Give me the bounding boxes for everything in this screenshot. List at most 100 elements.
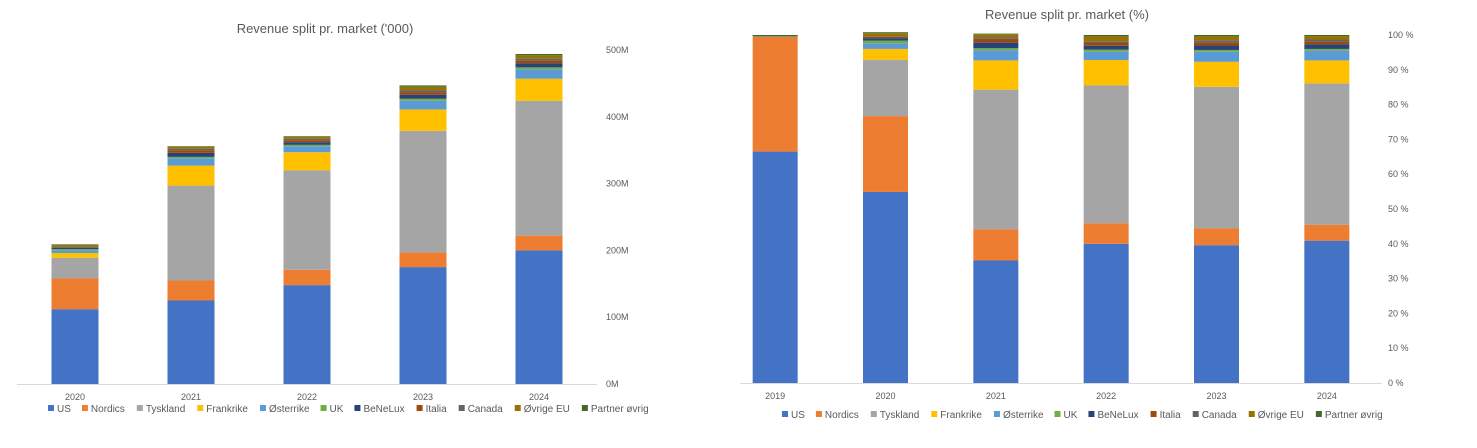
bar-segment-nordics-2022: [283, 269, 331, 286]
bar-segment-partner-ovrig-2020: [863, 32, 908, 34]
legend-label: Nordics: [91, 404, 125, 415]
legend-item-canada: Canada: [458, 404, 503, 415]
bar-segment-frankrike-2023: [1194, 61, 1239, 87]
y-tick-label: 60 %: [1388, 169, 1409, 179]
legend-swatch: [1088, 411, 1095, 417]
bar-segment-osterrike-2024: [1304, 50, 1350, 61]
legend-item-benelux: BeNeLux: [354, 404, 405, 415]
legend-label: Nordics: [825, 410, 859, 421]
legend-item-partner-ovrig: Partner øvrig: [1315, 410, 1383, 421]
legend-item-us: US: [48, 404, 71, 415]
legend-label: Frankrike: [206, 404, 248, 415]
chart-percent-svg: Revenue split pr. market (%) 0 % 10 % 20 % 3…: [720, 7, 1414, 421]
y-tick-label: 200M: [606, 245, 629, 255]
legend-item-benelux: BeNeLux: [1088, 410, 1139, 421]
bar-segment-frankrike-2022: [283, 152, 331, 171]
legend-swatch: [259, 405, 266, 411]
legend-label: Tyskland: [880, 410, 919, 421]
x-tick-label-2019: 2019: [765, 391, 785, 401]
legend-swatch: [1315, 411, 1322, 417]
bar-segment-canada-2024: [515, 58, 563, 61]
bar-segment-italia-2020: [863, 36, 908, 39]
bar-segment-partner-ovrig-2021: [973, 33, 1019, 35]
bar-segment-italia-2020: [51, 247, 99, 248]
bar-segment-benelux-2024: [515, 63, 563, 68]
bar-segment-tyskland-2021: [973, 89, 1019, 230]
bar-segment-benelux-2023: [399, 94, 447, 99]
y-tick-label: 70 %: [1388, 134, 1409, 144]
bar-segment-nordics-2024: [1304, 224, 1350, 241]
y-tick-label: 90 %: [1388, 65, 1409, 75]
bar-segment-osterrike-2023: [399, 100, 447, 110]
legend-item-frankrike: Frankrike: [197, 404, 248, 415]
bar-segment-us-2019: [752, 151, 798, 383]
bar-segment-tyskland-2023: [1194, 86, 1239, 229]
legend-swatch: [136, 405, 143, 411]
legend-swatch: [782, 411, 788, 417]
bar-segment-ovrige-eu-2022: [1083, 36, 1129, 42]
legend-item-uk: UK: [320, 404, 344, 415]
legend-item-tyskland: Tyskland: [870, 410, 919, 421]
bar-segment-uk-2021: [167, 156, 215, 159]
bar-segment-nordics-2020: [863, 116, 908, 192]
legend-swatch: [1192, 411, 1199, 417]
bar-segment-frankrike-2023: [399, 109, 447, 131]
legend-item-ovrige-eu: Øvrige EU: [1248, 410, 1304, 421]
bar-segment-frankrike-2020: [863, 48, 908, 60]
legend-swatch: [197, 405, 204, 411]
bar-segment-osterrike-2021: [973, 50, 1019, 61]
bar-segment-partner-ovrig-2021: [167, 146, 215, 147]
bar-segment-nordics-2020: [51, 278, 99, 310]
y-tick-label: 100M: [606, 312, 629, 322]
bar-segment-ovrige-eu-2020: [51, 245, 99, 247]
revenue-chart-absolute: Revenue split pr. market ('000) 0M 100M 200…: [0, 0, 740, 443]
y-tick-label: 500M: [606, 45, 629, 55]
bar-segment-canada-2022: [283, 138, 331, 141]
bar-segment-uk-2024: [515, 67, 563, 70]
bar-segment-partner-ovrig-2023: [399, 85, 447, 87]
legend-item-partner-ovrig: Partner øvrig: [581, 404, 649, 415]
bar-segment-benelux-2022: [1083, 45, 1129, 50]
legend-swatch: [1248, 411, 1255, 417]
bar-segment-us-2022: [1083, 243, 1129, 383]
legend-label: Italia: [426, 404, 448, 415]
bar-segment-benelux-2023: [1194, 45, 1239, 50]
legend-swatch: [1150, 411, 1157, 417]
bar-segment-osterrike-2022: [283, 146, 331, 153]
y-tick-label: 10 %: [1388, 343, 1409, 353]
legend-label: Frankrike: [940, 410, 982, 421]
bar-segment-uk-2023: [399, 98, 447, 101]
legend-label: Canada: [468, 404, 503, 415]
legend-swatch: [458, 405, 465, 411]
legend-swatch: [48, 405, 54, 411]
bar-segment-partner-ovrig-2020: [51, 244, 99, 246]
bar-segment-partner-ovrig-2022: [1083, 35, 1129, 37]
x-tick-label-2022: 2022: [1096, 391, 1116, 401]
bar-segment-benelux-2022: [283, 142, 331, 145]
legend-item-us: US: [782, 410, 805, 421]
legend-label: US: [57, 404, 71, 415]
bar-segment-benelux-2024: [1304, 44, 1350, 49]
legend-swatch: [81, 405, 88, 411]
bar-segment-frankrike-2020: [51, 253, 99, 258]
chart-title: Revenue split pr. market ('000): [237, 21, 414, 36]
bar-segment-canada-2024: [1304, 39, 1350, 42]
legend-label: Partner øvrig: [1325, 410, 1383, 421]
bar-segment-tyskland-2024: [515, 100, 563, 236]
bar-segment-uk-2021: [973, 48, 1019, 51]
bar-segment-nordics-2021: [167, 280, 215, 301]
bar-segment-canada-2020: [51, 246, 99, 248]
x-tick-label-2020: 2020: [875, 391, 895, 401]
bar-segment-canada-2022: [1083, 41, 1129, 44]
bar-segment-tyskland-2021: [167, 185, 215, 281]
legend-item-italia: Italia: [1150, 410, 1181, 421]
y-tick-label: 20 %: [1388, 308, 1409, 318]
y-tick-label: 40 %: [1388, 239, 1409, 249]
bar-segment-italia-2024: [1304, 41, 1350, 45]
x-tick-label-2020: 2020: [65, 392, 85, 402]
bar-segment-benelux-2020: [863, 38, 908, 41]
bar-segment-tyskland-2019: [752, 36, 798, 37]
legend-item-canada: Canada: [1192, 410, 1237, 421]
bar-segment-italia-2022: [1083, 43, 1129, 46]
bar-segment-frankrike-2022: [1083, 60, 1129, 86]
